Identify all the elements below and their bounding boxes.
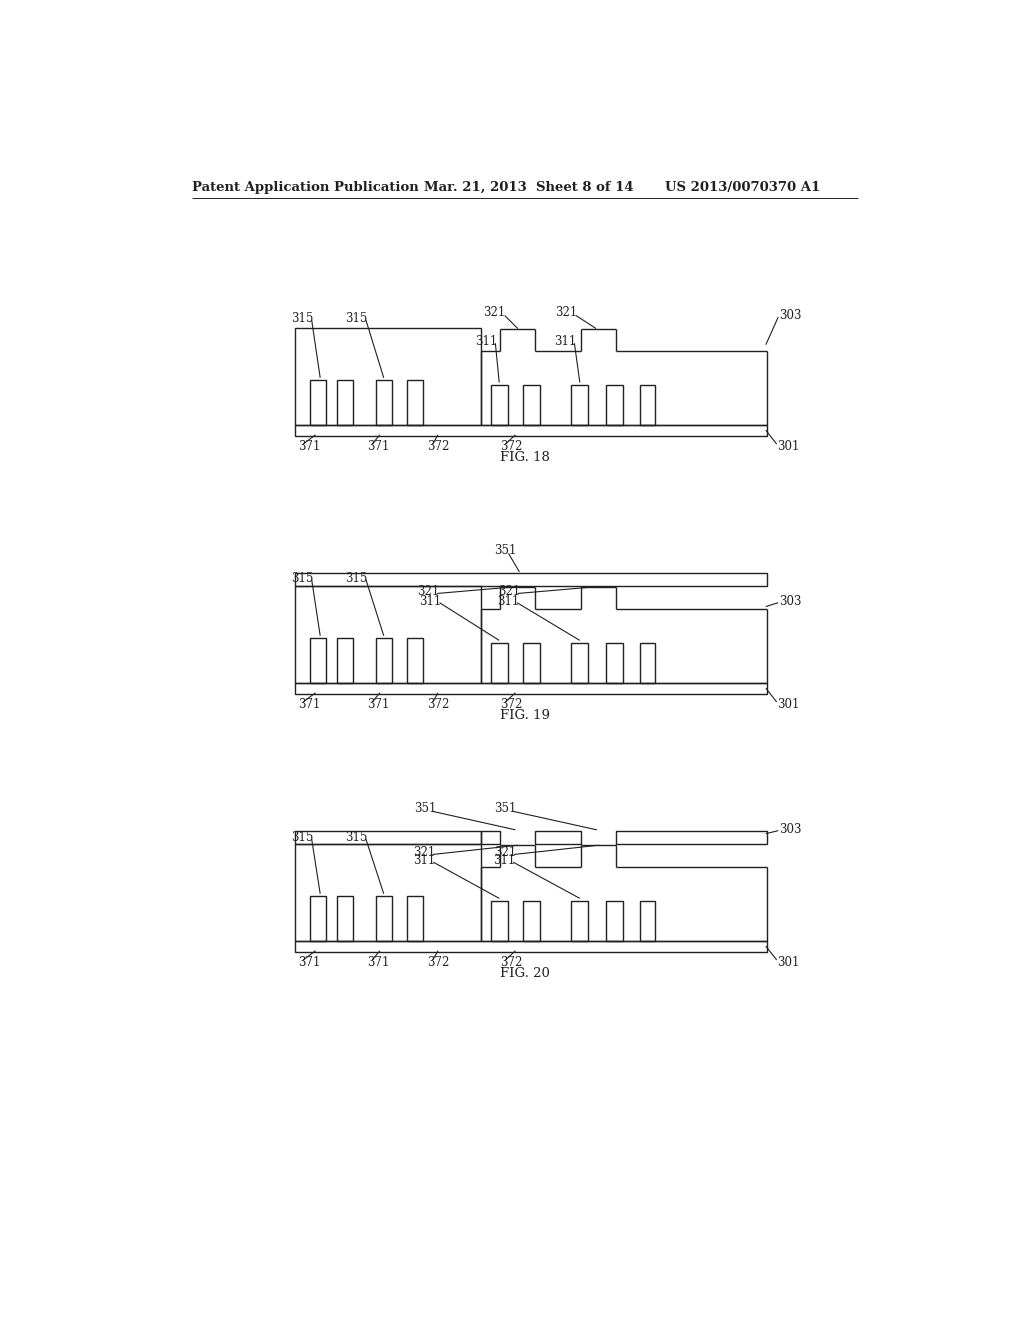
Bar [490, 385, 508, 425]
Bar [337, 638, 352, 682]
Bar [606, 385, 624, 425]
Bar [295, 682, 767, 693]
Text: 311: 311 [554, 335, 577, 348]
Text: 301: 301 [777, 698, 800, 711]
Text: 371: 371 [367, 956, 389, 969]
Text: 311: 311 [493, 854, 515, 867]
Text: 321: 321 [483, 306, 506, 319]
Text: 303: 303 [779, 822, 802, 836]
Text: 372: 372 [427, 956, 450, 969]
Text: 371: 371 [367, 698, 389, 711]
Bar [295, 327, 480, 425]
Bar [535, 832, 582, 843]
Text: 351: 351 [495, 544, 517, 557]
Text: 351: 351 [414, 801, 436, 814]
Text: 372: 372 [500, 956, 522, 969]
Bar [337, 380, 352, 425]
Text: FIG. 19: FIG. 19 [500, 709, 550, 722]
Text: 321: 321 [418, 585, 440, 598]
Text: US 2013/0070370 A1: US 2013/0070370 A1 [665, 181, 820, 194]
Text: FIG. 20: FIG. 20 [500, 966, 550, 979]
Bar [523, 385, 541, 425]
Bar [616, 832, 767, 843]
Bar [407, 638, 423, 682]
Bar [295, 586, 480, 682]
Bar [376, 896, 391, 941]
Text: 301: 301 [777, 956, 800, 969]
Bar [376, 638, 391, 682]
Text: 303: 303 [779, 309, 802, 322]
Text: 371: 371 [299, 698, 321, 711]
Text: 311: 311 [413, 854, 435, 867]
Bar [310, 896, 326, 941]
Bar [640, 385, 655, 425]
Bar [523, 900, 541, 941]
Text: Mar. 21, 2013: Mar. 21, 2013 [424, 181, 526, 194]
Text: 311: 311 [475, 335, 498, 348]
Text: 315: 315 [291, 312, 313, 325]
Text: 321: 321 [498, 585, 520, 598]
Bar [480, 832, 500, 843]
Text: 315: 315 [345, 832, 368, 843]
Text: 315: 315 [345, 572, 368, 585]
Bar [310, 380, 326, 425]
Text: 301: 301 [777, 440, 800, 453]
Text: 372: 372 [500, 440, 522, 453]
Text: 351: 351 [495, 801, 517, 814]
Bar [640, 900, 655, 941]
Bar [295, 941, 767, 952]
Bar [606, 643, 624, 682]
Text: 321: 321 [413, 846, 435, 859]
Bar [490, 900, 508, 941]
Bar [295, 573, 767, 586]
Text: 303: 303 [779, 594, 802, 607]
Text: Patent Application Publication: Patent Application Publication [191, 181, 418, 194]
Bar [295, 832, 480, 843]
Bar [407, 896, 423, 941]
Bar [571, 900, 589, 941]
Text: 372: 372 [427, 440, 450, 453]
Bar [310, 638, 326, 682]
Text: 321: 321 [495, 846, 516, 859]
Text: 371: 371 [367, 440, 389, 453]
Text: Sheet 8 of 14: Sheet 8 of 14 [537, 181, 634, 194]
Text: 321: 321 [555, 306, 577, 319]
Text: 311: 311 [419, 594, 441, 607]
Bar [376, 380, 391, 425]
Bar [337, 896, 352, 941]
Text: 311: 311 [497, 594, 519, 607]
Bar [640, 643, 655, 682]
Text: 372: 372 [500, 698, 522, 711]
Bar [606, 900, 624, 941]
Bar [295, 425, 767, 436]
Bar [523, 643, 541, 682]
Text: 371: 371 [299, 440, 321, 453]
Text: 315: 315 [291, 572, 313, 585]
Text: 315: 315 [345, 312, 368, 325]
Text: 372: 372 [427, 698, 450, 711]
Text: FIG. 18: FIG. 18 [500, 450, 550, 463]
Text: 315: 315 [291, 832, 313, 843]
Bar [295, 843, 480, 941]
Bar [490, 643, 508, 682]
Bar [407, 380, 423, 425]
Bar [571, 643, 589, 682]
Text: 371: 371 [299, 956, 321, 969]
Bar [571, 385, 589, 425]
